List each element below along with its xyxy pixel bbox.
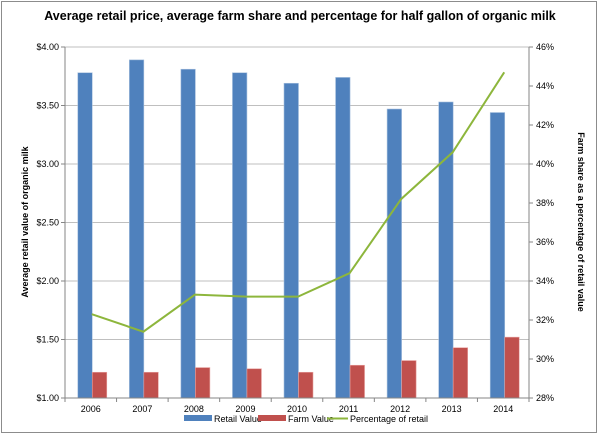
retail-value-bar — [386, 108, 402, 399]
farm-value-bar — [91, 371, 108, 399]
y2-axis-label: Farm share as a percentage of retail val… — [576, 132, 586, 312]
retail-value-bar — [129, 59, 145, 399]
legend-swatch-retail — [184, 415, 212, 421]
farm-value-bar — [246, 368, 262, 399]
retail-value-bar — [77, 72, 93, 399]
x-tick-label: 2008 — [184, 404, 204, 414]
y2-tick-label: 44% — [536, 81, 554, 91]
retail-value-bar — [180, 68, 196, 399]
y-axis-label: Average retail value of organic milk — [20, 145, 30, 297]
legend-label-percentage: Percentage of retail — [350, 414, 428, 424]
x-tick-label: 2011 — [339, 404, 358, 414]
x-tick-label: 2010 — [287, 404, 307, 414]
y-tick-label: $2.50 — [36, 218, 59, 228]
farm-value-bar — [401, 360, 417, 399]
y-tick-label: $3.50 — [36, 101, 59, 111]
legend-label-farm: Farm Value — [288, 414, 334, 424]
y2-tick-label: 42% — [536, 120, 554, 130]
retail-value-bar — [283, 82, 299, 399]
retail-value-bar — [335, 77, 351, 399]
y2-tick-label: 36% — [536, 237, 554, 247]
farm-value-bar — [452, 347, 468, 399]
y2-tick-label: 40% — [536, 159, 554, 169]
farm-value-bar — [143, 371, 159, 399]
farm-value-bar — [349, 364, 365, 399]
legend-swatch-farm — [258, 415, 286, 421]
x-tick-label: 2007 — [132, 404, 152, 414]
y-tick-label: $3.00 — [36, 159, 59, 169]
y2-tick-label: 28% — [536, 393, 554, 403]
farm-value-bar — [298, 371, 314, 399]
y2-tick-label: 34% — [536, 276, 554, 286]
chart-title: Average retail price, average farm share… — [44, 9, 556, 23]
y-tick-label: $2.00 — [36, 276, 59, 286]
x-tick-label: 2013 — [442, 404, 462, 414]
farm-value-bar — [195, 367, 211, 399]
y2-tick-label: 46% — [536, 42, 554, 52]
y2-tick-label: 38% — [536, 198, 554, 208]
legend-label-retail: Retail Value — [214, 414, 262, 424]
farm-value-bar — [504, 336, 520, 399]
y2-tick-label: 30% — [536, 354, 554, 364]
y-tick-label: $1.00 — [36, 393, 59, 403]
y-tick-label: $4.00 — [36, 42, 59, 52]
retail-value-bar — [232, 72, 248, 399]
x-tick-label: 2006 — [81, 404, 101, 414]
y-tick-label: $1.50 — [36, 335, 59, 345]
retail-value-bar — [489, 112, 506, 399]
x-tick-label: 2009 — [235, 404, 255, 414]
retail-value-bar — [438, 101, 454, 399]
x-tick-label: 2014 — [493, 404, 513, 414]
x-tick-label: 2012 — [390, 404, 410, 414]
y2-tick-label: 32% — [536, 315, 554, 325]
